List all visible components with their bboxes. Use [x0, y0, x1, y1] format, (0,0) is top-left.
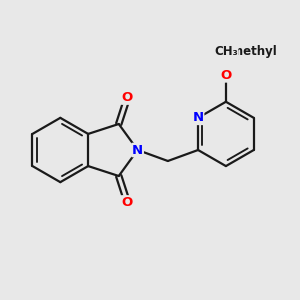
Text: CH₃: CH₃	[214, 44, 238, 58]
Text: O: O	[122, 196, 133, 209]
Text: methyl: methyl	[231, 44, 277, 58]
Text: N: N	[132, 143, 143, 157]
Text: N: N	[193, 111, 204, 124]
Text: O: O	[220, 69, 232, 82]
Text: O: O	[122, 91, 133, 104]
